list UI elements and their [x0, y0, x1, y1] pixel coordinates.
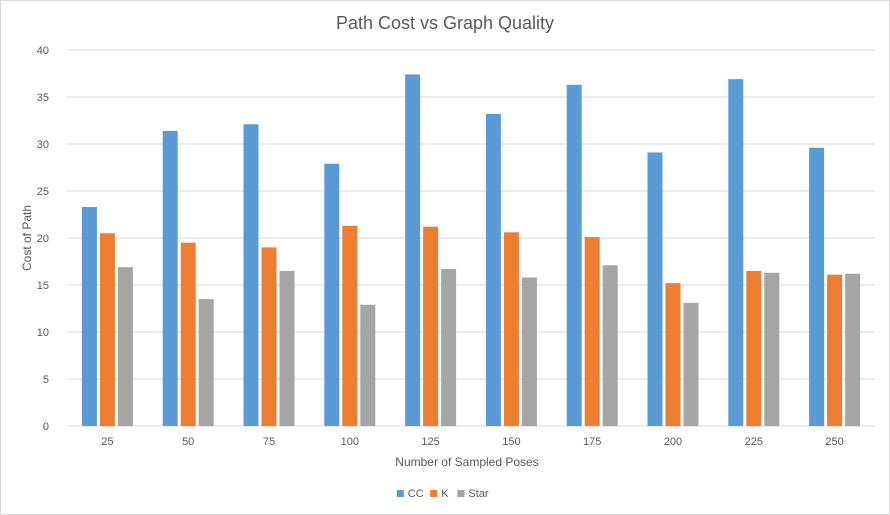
y-axis-title: Cost of Path: [20, 205, 34, 271]
legend-swatch: [430, 490, 438, 497]
bar-k-250: [827, 274, 843, 426]
legend-label: Star: [468, 488, 489, 500]
bars: [81, 74, 861, 427]
bar-k-150: [503, 232, 519, 426]
y-tick-label: 0: [43, 421, 49, 433]
x-tick-label: 250: [825, 436, 843, 448]
bar-cc-25: [81, 206, 97, 426]
bar-k-175: [584, 237, 600, 426]
bar-star-225: [764, 272, 780, 426]
x-tick-label: 50: [182, 436, 194, 448]
bar-star-25: [117, 267, 133, 426]
x-tick-label: 100: [341, 436, 359, 448]
x-tick-label: 200: [664, 436, 682, 448]
y-tick-label: 15: [37, 280, 49, 292]
bar-k-125: [423, 226, 439, 426]
bar-k-25: [99, 233, 115, 426]
x-axis-title: Number of Sampled Poses: [395, 455, 538, 469]
legend-swatch: [396, 490, 404, 497]
bar-cc-150: [485, 113, 501, 427]
legend-item-k: K: [430, 488, 449, 500]
chart-title: Path Cost vs Graph Quality: [336, 13, 554, 33]
legend-label: CC: [408, 488, 424, 500]
y-tick-label: 40: [37, 45, 49, 57]
bar-cc-125: [405, 74, 421, 426]
bar-k-75: [261, 247, 277, 426]
y-tick-label: 30: [37, 139, 49, 151]
legend-item-cc: CC: [396, 488, 424, 500]
bar-star-200: [683, 302, 699, 426]
legend-item-star: Star: [457, 488, 489, 500]
bar-cc-175: [566, 84, 582, 426]
bar-k-100: [342, 225, 358, 426]
bar-star-100: [360, 304, 376, 426]
bar-star-175: [602, 265, 618, 426]
bar-cc-75: [243, 124, 259, 426]
bar-star-150: [521, 277, 537, 426]
x-tick-label: 150: [502, 436, 520, 448]
y-tick-label: 25: [37, 186, 49, 198]
bar-k-225: [746, 270, 762, 426]
bar-star-50: [198, 299, 214, 426]
legend-swatch: [457, 490, 465, 497]
bar-cc-50: [162, 130, 178, 426]
bar-cc-225: [728, 79, 744, 426]
x-tick-label: 225: [745, 436, 763, 448]
x-tick-label: 125: [421, 436, 439, 448]
y-tick-label: 5: [43, 374, 49, 386]
bar-k-200: [665, 283, 681, 426]
bar-cc-200: [647, 152, 663, 426]
legend-label: K: [441, 488, 449, 500]
y-tick-label: 10: [37, 327, 49, 339]
legend: CC K Star: [396, 488, 489, 500]
y-tick-label: 20: [37, 233, 49, 245]
x-tick-label: 25: [101, 436, 113, 448]
bar-cc-100: [324, 163, 340, 427]
y-axis-ticks: 0 5 10 15 20 25 30 35 40: [37, 45, 49, 433]
bar-star-75: [279, 270, 295, 426]
x-tick-label: 175: [583, 436, 601, 448]
y-tick-label: 35: [37, 92, 49, 104]
bar-star-250: [845, 273, 861, 426]
x-axis-ticks: 25 50 75 100 125 150 175 200 225 250: [101, 436, 844, 448]
bar-star-125: [441, 269, 457, 426]
x-tick-label: 75: [263, 436, 275, 448]
bar-cc-250: [809, 147, 825, 426]
bar-k-50: [180, 242, 196, 426]
